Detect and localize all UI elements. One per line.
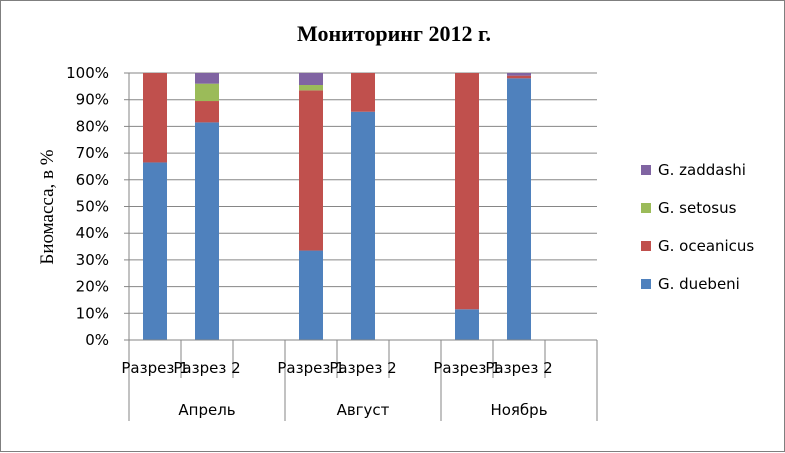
y-tick-label: 100% [66, 64, 109, 82]
group-label: Ноябрь [490, 401, 547, 419]
y-tick-label: 30% [76, 251, 109, 269]
bar-segment [143, 162, 167, 340]
y-tick-label: 10% [76, 304, 109, 322]
bar-segment [507, 78, 531, 340]
y-tick-label: 70% [76, 144, 109, 162]
x-tick-label: Разрез 2 [329, 359, 396, 377]
y-tick-label: 0% [85, 331, 109, 349]
legend-swatch [641, 279, 651, 289]
legend: G. zaddashi G. setosus G. oceanicus G. dueb… [641, 161, 754, 293]
legend-label: G. setosus [658, 199, 737, 217]
bar-segment [195, 101, 219, 123]
bars [143, 73, 531, 341]
bar-segment [299, 90, 323, 251]
bar-segment [455, 309, 479, 340]
y-tick-label: 90% [76, 91, 109, 109]
legend-label: G. zaddashi [658, 161, 746, 179]
x-tick-label: Разрез 2 [173, 359, 240, 377]
chart-title: Мониторинг 2012 г. [297, 21, 491, 46]
x-tick-label: Разрез 1 [121, 359, 188, 377]
bar-segment [195, 122, 219, 341]
bar-segment [507, 73, 531, 76]
bar-segment [299, 85, 323, 91]
group-label: Август [337, 401, 390, 419]
y-tick-label: 50% [76, 198, 109, 216]
bar-segment [299, 73, 323, 86]
y-tick-label: 60% [76, 171, 109, 189]
bar-segment [299, 250, 323, 340]
x-tick-label: Разрез 1 [433, 359, 500, 377]
bar-segment [195, 73, 219, 84]
legend-swatch [641, 165, 651, 175]
x-tick-label: Разрез 1 [277, 359, 344, 377]
y-tick-label: 40% [76, 224, 109, 242]
legend-label: G. duebeni [658, 275, 740, 293]
legend-swatch [641, 203, 651, 213]
y-tick-label: 20% [76, 278, 109, 296]
y-axis-label: Биомасса, в % [37, 149, 58, 264]
bar-segment [351, 73, 375, 112]
bar-segment [351, 111, 375, 340]
bar-segment [507, 75, 531, 79]
legend-label: G. oceanicus [658, 237, 754, 255]
bar-segment [143, 73, 167, 163]
bar-segment [455, 73, 479, 310]
y-tick-labels: 0% 10% 20% 30% 40% 50% 60% 70% 80% 90% 100% [66, 64, 109, 349]
y-tick-label: 80% [76, 117, 109, 135]
axes [128, 73, 598, 421]
x-tick-label: Разрез 2 [485, 359, 552, 377]
group-label: Апрель [178, 401, 235, 419]
legend-swatch [641, 241, 651, 251]
bar-segment [195, 83, 219, 102]
